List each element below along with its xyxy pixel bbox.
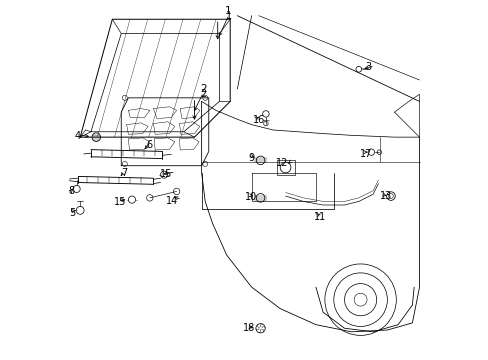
Text: 15: 15 xyxy=(160,168,172,179)
Text: 2: 2 xyxy=(200,84,206,94)
Text: 17: 17 xyxy=(359,149,371,159)
Text: 5: 5 xyxy=(69,208,75,218)
Text: 15: 15 xyxy=(114,197,126,207)
Text: 1: 1 xyxy=(224,6,231,16)
Text: 11: 11 xyxy=(313,212,326,222)
Text: 9: 9 xyxy=(247,153,254,163)
Text: 10: 10 xyxy=(244,192,257,202)
Text: 6: 6 xyxy=(146,140,152,150)
Text: 18: 18 xyxy=(242,323,254,333)
Text: 1: 1 xyxy=(225,12,231,21)
Text: 16: 16 xyxy=(253,115,265,125)
Text: 4: 4 xyxy=(75,131,81,141)
Text: 12: 12 xyxy=(275,158,287,168)
Text: 2: 2 xyxy=(200,89,205,99)
Text: 13: 13 xyxy=(379,192,391,202)
Text: 8: 8 xyxy=(69,186,75,197)
Text: 14: 14 xyxy=(166,197,178,206)
Text: 3: 3 xyxy=(365,63,370,72)
Text: 7: 7 xyxy=(121,168,127,178)
Bar xyxy=(276,160,294,175)
